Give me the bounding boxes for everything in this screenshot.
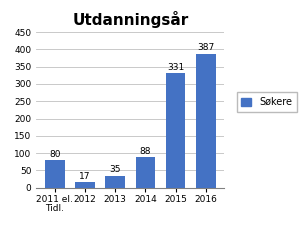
Bar [196,54,216,188]
Text: 387: 387 [197,44,215,52]
Bar [75,182,95,188]
Legend: Søkere: Søkere [237,92,297,112]
Bar [45,160,65,188]
Text: 331: 331 [167,63,184,72]
Text: 88: 88 [140,147,151,156]
Bar [166,73,185,188]
Bar [105,176,125,188]
Text: 17: 17 [79,172,91,180]
Text: 80: 80 [49,150,61,159]
Bar [135,157,155,188]
Title: Utdanningsår: Utdanningsår [72,11,188,28]
Text: 35: 35 [109,165,121,174]
